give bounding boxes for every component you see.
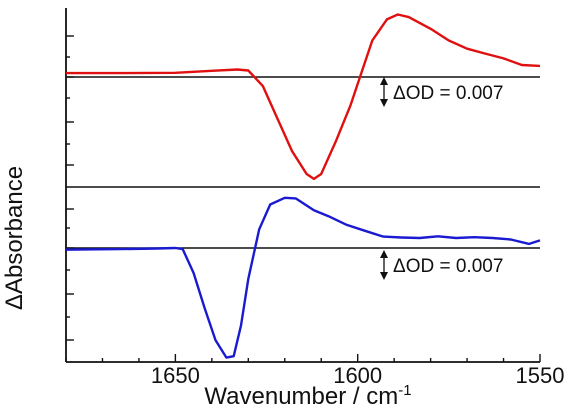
x-axis-title: Wavenumber / cm-1 [204, 382, 411, 410]
label-layer: ΔAbsorbance Wavenumber / cm-1 1650 1600 15… [1, 83, 564, 410]
y-axis-title: ΔAbsorbance [1, 166, 28, 310]
axes-layer [65, 8, 541, 363]
x-tick-label: 1650 [151, 363, 200, 388]
bottom-spectrum-line [65, 196, 541, 359]
scale-bar-label: ΔOD = 0.007 [393, 83, 503, 104]
x-axis-title-sup: -1 [398, 382, 411, 399]
x-axis-title-main: Wavenumber / cm [204, 383, 398, 410]
series-layer [65, 13, 541, 359]
scale-bar-label: ΔOD = 0.007 [393, 256, 503, 277]
x-tick-label: 1600 [333, 363, 382, 388]
top-spectrum-line [66, 13, 541, 181]
x-tick-label: 1550 [516, 363, 565, 388]
